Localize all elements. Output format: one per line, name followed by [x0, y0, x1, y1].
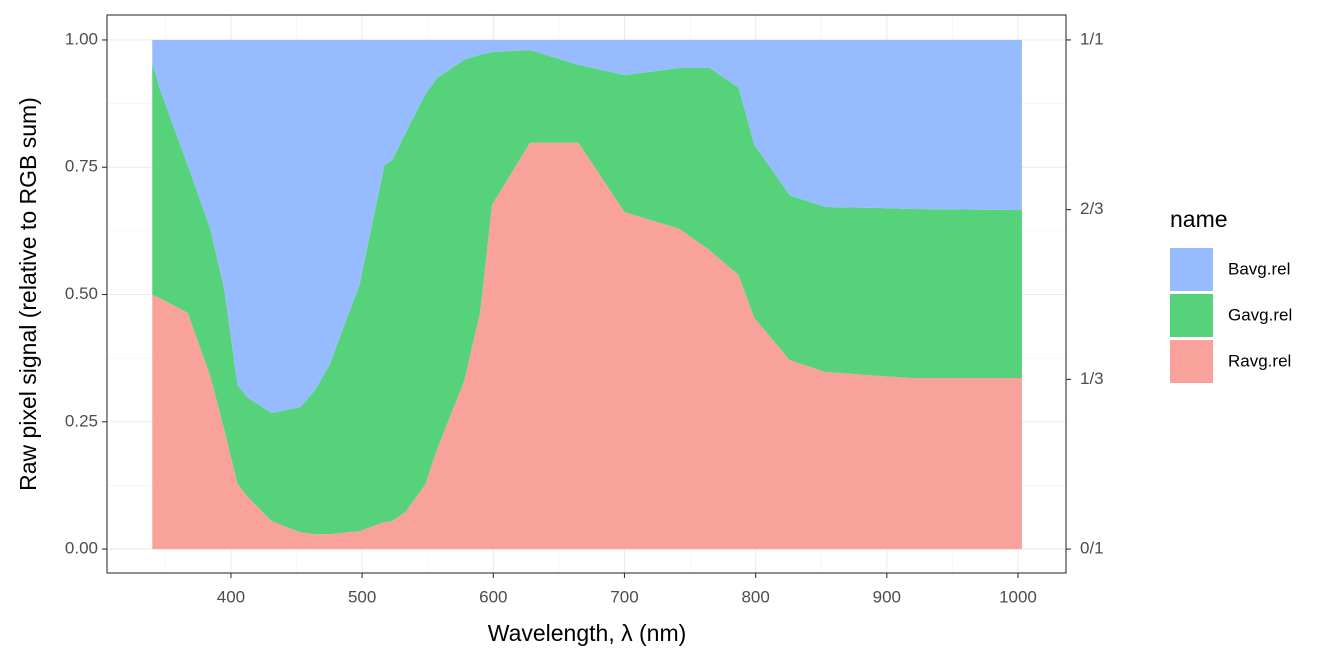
y2-tick-label: 0/1 [1080, 539, 1104, 558]
x-tick-label: 1000 [999, 587, 1037, 606]
legend-label: Ravg.rel [1228, 351, 1291, 370]
x-tick-label: 500 [348, 587, 376, 606]
legend-key [1170, 248, 1213, 291]
legend-title: name [1170, 206, 1228, 232]
area [152, 142, 1022, 550]
y-tick-label: 0.75 [65, 157, 98, 176]
area [152, 50, 1022, 535]
x-tick-label: 700 [610, 587, 638, 606]
y-tick-label: 1.00 [65, 29, 98, 48]
legend-label: Gavg.rel [1228, 305, 1292, 324]
x-axis-title: Wavelength, λ (nm) [488, 620, 687, 646]
x-tick-label: 900 [873, 587, 901, 606]
x-tick-label: 400 [217, 587, 245, 606]
legend-key [1170, 294, 1213, 337]
area [152, 39, 1022, 414]
y2-tick-label: 1/3 [1080, 369, 1104, 388]
legend-key [1170, 340, 1213, 383]
x-tick-label: 600 [479, 587, 507, 606]
y-tick-label: 0.25 [65, 411, 98, 430]
y-axis-title: Raw pixel signal (relative to RGB sum) [15, 97, 41, 491]
y-tick-label: 0.50 [65, 284, 98, 303]
legend-label: Bavg.rel [1228, 259, 1290, 278]
x-tick-label: 800 [741, 587, 769, 606]
y2-tick-label: 2/3 [1080, 199, 1104, 218]
y-tick-label: 0.00 [65, 539, 98, 558]
y2-tick-label: 1/1 [1080, 29, 1104, 48]
